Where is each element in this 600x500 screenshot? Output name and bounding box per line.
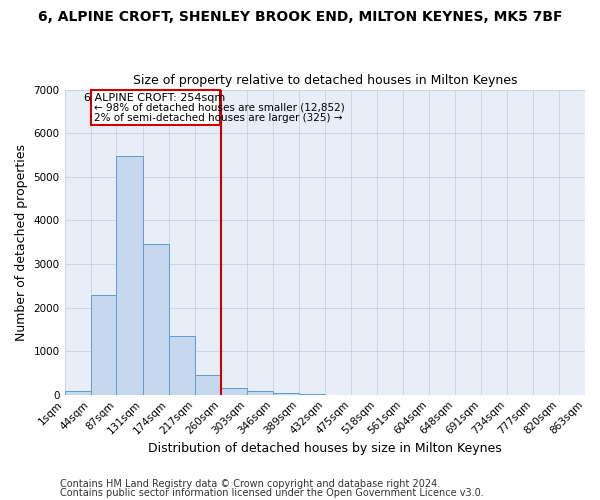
Bar bbox=[169, 336, 195, 394]
Text: Contains public sector information licensed under the Open Government Licence v3: Contains public sector information licen… bbox=[60, 488, 484, 498]
Bar bbox=[247, 391, 273, 394]
Y-axis label: Number of detached properties: Number of detached properties bbox=[15, 144, 28, 340]
Bar bbox=[65, 391, 91, 394]
Bar bbox=[273, 392, 299, 394]
Bar bbox=[221, 388, 247, 394]
Text: ← 98% of detached houses are smaller (12,852): ← 98% of detached houses are smaller (12… bbox=[94, 102, 345, 113]
Bar bbox=[91, 296, 116, 394]
Text: 6, ALPINE CROFT, SHENLEY BROOK END, MILTON KEYNES, MK5 7BF: 6, ALPINE CROFT, SHENLEY BROOK END, MILT… bbox=[38, 10, 562, 24]
Text: 6 ALPINE CROFT: 254sqm: 6 ALPINE CROFT: 254sqm bbox=[85, 93, 226, 103]
Title: Size of property relative to detached houses in Milton Keynes: Size of property relative to detached ho… bbox=[133, 74, 517, 87]
Text: 2% of semi-detached houses are larger (325) →: 2% of semi-detached houses are larger (3… bbox=[94, 113, 343, 123]
X-axis label: Distribution of detached houses by size in Milton Keynes: Distribution of detached houses by size … bbox=[148, 442, 502, 455]
Bar bbox=[143, 244, 169, 394]
FancyBboxPatch shape bbox=[91, 90, 220, 126]
Bar bbox=[116, 156, 143, 394]
Bar bbox=[195, 374, 221, 394]
Text: Contains HM Land Registry data © Crown copyright and database right 2024.: Contains HM Land Registry data © Crown c… bbox=[60, 479, 440, 489]
